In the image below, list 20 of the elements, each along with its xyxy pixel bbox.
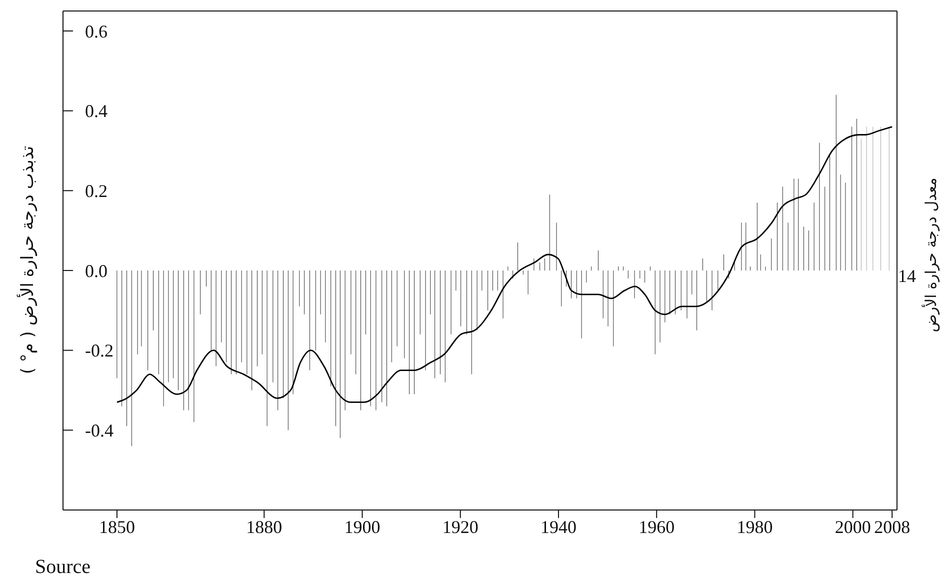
x-tick-label: 2000 — [834, 516, 871, 537]
x-tick-label: 1900 — [344, 516, 380, 537]
y-tick-label: 0.2 — [85, 181, 108, 202]
x-tick-label: 1850 — [98, 516, 135, 537]
x-tick-label: 1960 — [638, 516, 675, 537]
x-tick-label: 1940 — [540, 516, 576, 537]
y2-axis-title: معدل درجة حرارة الأرض — [921, 178, 940, 332]
x-tick-label: 1920 — [442, 516, 478, 537]
x-tick-label: 2008 — [874, 516, 910, 537]
text: 14 — [898, 265, 916, 287]
line-series — [116, 126, 893, 403]
y-tick-label: 0.0 — [85, 260, 108, 281]
y-tick-label: -0.2 — [85, 340, 114, 361]
text: Source — [35, 556, 91, 578]
x-tick-label: 1980 — [736, 516, 773, 537]
y-tick-label: 0.6 — [85, 21, 108, 42]
y-tick-label: -0.4 — [85, 420, 114, 441]
x-tick-label: 1880 — [246, 516, 282, 537]
y-tick-label: 0.4 — [85, 101, 108, 122]
y-axis-title: تذبذب درجة حرارة الأرض ( م° ) — [16, 146, 38, 374]
